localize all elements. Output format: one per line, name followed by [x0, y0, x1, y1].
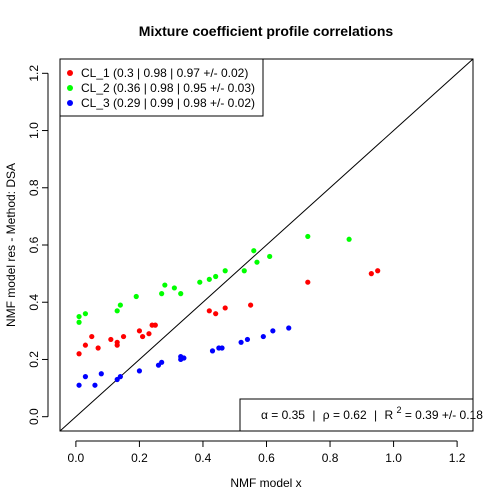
- y-tick-label: 1.0: [27, 122, 41, 139]
- data-point: [178, 291, 184, 297]
- data-point: [117, 302, 123, 308]
- legend-marker-cl3: [67, 100, 73, 106]
- data-point: [267, 253, 273, 260]
- legend-marker-cl1: [67, 70, 73, 76]
- data-point: [209, 348, 216, 354]
- data-point: [98, 371, 104, 377]
- data-point: [89, 333, 95, 340]
- stats-box-frame: [239, 398, 474, 432]
- y-tick-label: 0.2: [27, 351, 41, 368]
- y-tick-label: 0.0: [27, 408, 41, 425]
- x-axis-label: NMF model x: [230, 476, 301, 490]
- stat-rho: ρ = 0.62: [323, 408, 367, 422]
- stat-sep-2: |: [374, 408, 377, 422]
- chart-title: Mixture coefficient profile correlations: [139, 23, 394, 39]
- data-point: [206, 308, 212, 314]
- stat-r2-label: R: [384, 408, 393, 422]
- x-tick-label: 0.4: [195, 451, 212, 465]
- data-point: [140, 333, 146, 340]
- data-point: [260, 333, 266, 340]
- series-cl3: [76, 325, 292, 388]
- svg-text:α = 0.35 | ρ = 0.6: α = 0.35 | ρ = 0.62 | R 2 = 0.39 +/- 0.1…: [261, 402, 483, 422]
- data-point: [305, 233, 311, 240]
- data-point: [95, 345, 101, 351]
- legend: CL_1 (0.3 | 0.98 | 0.97 +/- 0.02)CL_2 (0…: [59, 58, 264, 117]
- data-point: [136, 368, 143, 374]
- identity-line: [59, 58, 474, 432]
- data-point: [117, 374, 123, 380]
- x-tick-label: 1.2: [449, 451, 466, 465]
- data-point: [222, 268, 228, 274]
- x-tick-label: 0.2: [131, 451, 148, 465]
- y-tick-label: 0.4: [27, 294, 41, 311]
- stat-r2-sup: 2: [396, 405, 401, 415]
- data-point: [114, 308, 120, 314]
- data-point: [92, 382, 98, 388]
- data-point: [206, 276, 212, 282]
- x-tick-label: 1.0: [385, 451, 402, 465]
- data-point: [368, 271, 374, 277]
- series-cl1: [76, 268, 381, 357]
- y-axis-label: NMF model res - Method: DSA: [4, 163, 18, 327]
- data-point: [108, 336, 114, 343]
- data-point: [171, 285, 177, 291]
- stat-r2-value: = 0.39 +/- 0.18: [405, 408, 483, 422]
- data-point: [159, 291, 165, 297]
- data-point: [82, 311, 89, 317]
- data-point: [241, 268, 247, 274]
- data-point: [375, 268, 381, 274]
- data-point: [219, 345, 225, 351]
- data-point: [238, 339, 244, 345]
- data-point: [248, 302, 254, 308]
- data-point: [244, 336, 251, 343]
- data-point: [76, 351, 82, 357]
- data-point: [152, 322, 158, 328]
- data-point: [286, 325, 292, 331]
- data-point: [213, 311, 219, 317]
- x-tick-label: 0.8: [322, 451, 339, 465]
- data-point: [213, 273, 219, 280]
- x-tick-label: 0.6: [258, 451, 275, 465]
- data-point: [270, 328, 276, 334]
- y-tick-label: 1.2: [27, 65, 41, 82]
- stats-box: α = 0.35 | ρ = 0.62 | R 2 = 0.39 +/- 0.1…: [239, 398, 483, 432]
- legend-marker-cl2: [67, 85, 73, 91]
- data-point: [222, 305, 228, 311]
- data-point: [254, 259, 260, 265]
- data-point: [82, 342, 89, 348]
- y-tick-label: 0.8: [27, 179, 41, 196]
- legend-box: [59, 58, 264, 117]
- data-point: [251, 248, 257, 254]
- data-point: [120, 333, 127, 340]
- data-point: [136, 328, 143, 334]
- data-point: [133, 293, 139, 300]
- data-point: [162, 282, 168, 288]
- legend-label-cl2: CL_2 (0.36 | 0.98 | 0.95 +/- 0.03): [81, 81, 255, 95]
- data-point: [346, 236, 352, 242]
- x-tick-label: 0.0: [68, 451, 85, 465]
- stat-sep-1: |: [312, 408, 315, 422]
- data-point: [146, 331, 152, 337]
- data-point: [159, 359, 165, 365]
- legend-label-cl3: CL_3 (0.29 | 0.99 | 0.98 +/- 0.02): [81, 96, 255, 110]
- data-point: [197, 279, 203, 285]
- y-tick-label: 0.6: [27, 236, 41, 253]
- data-point: [82, 374, 89, 380]
- data-point: [181, 355, 187, 361]
- data-point: [114, 342, 120, 348]
- series-cl2: [76, 233, 352, 325]
- data-point: [305, 279, 311, 285]
- stat-alpha: α = 0.35: [261, 408, 305, 422]
- data-point: [76, 313, 82, 320]
- legend-label-cl1: CL_1 (0.3 | 0.98 | 0.97 +/- 0.02): [81, 66, 248, 80]
- data-point: [76, 319, 82, 325]
- data-point: [76, 382, 82, 388]
